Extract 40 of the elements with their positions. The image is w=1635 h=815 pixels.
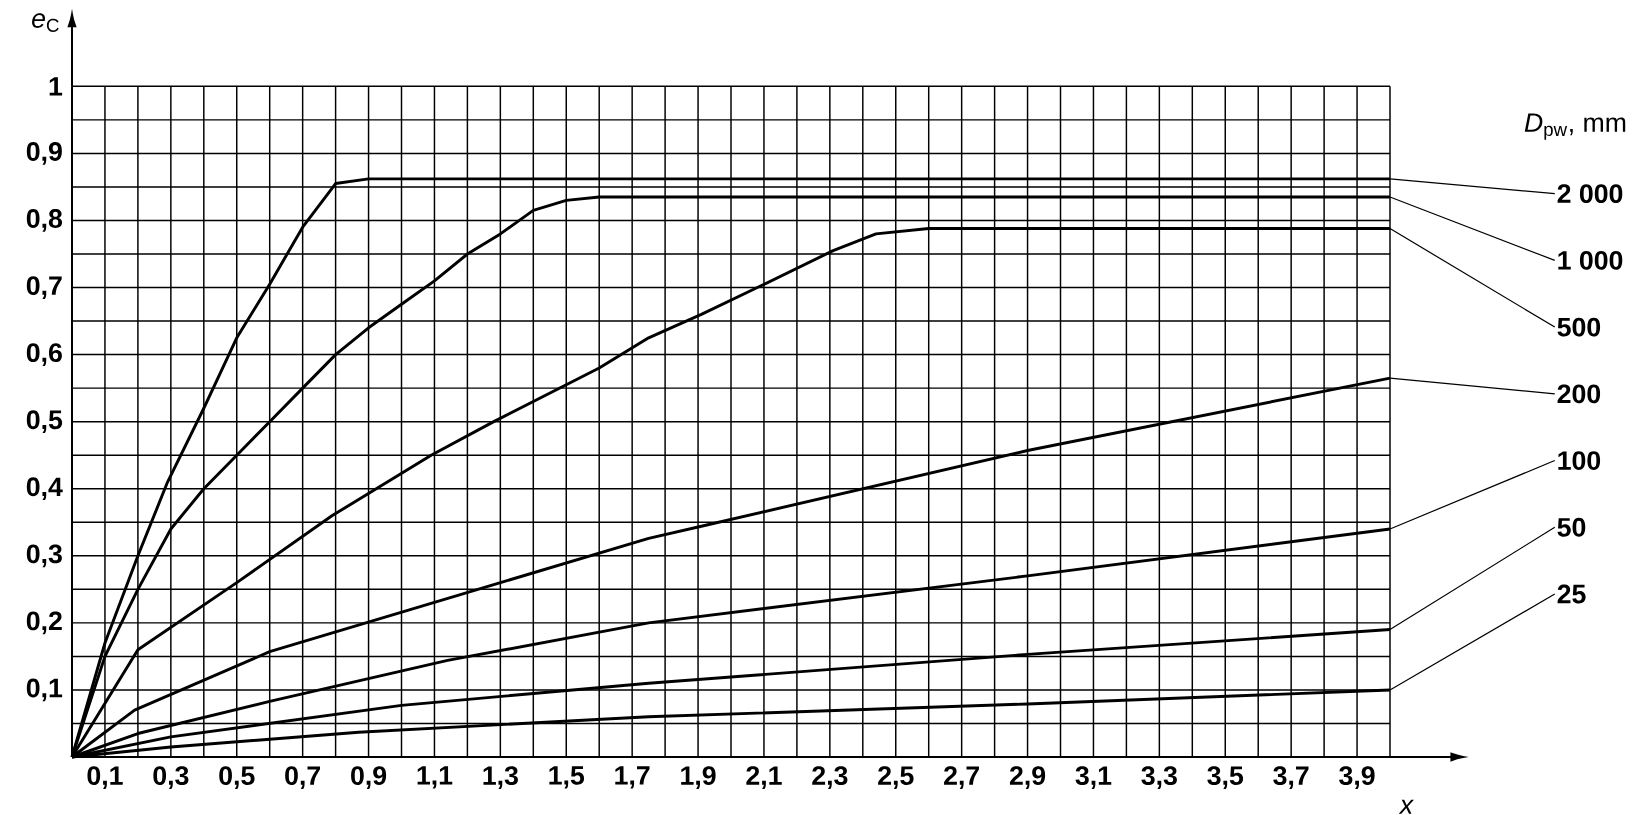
x-tick-label: 2,1 bbox=[746, 766, 782, 789]
y-tick-label: 0,9 bbox=[26, 142, 62, 165]
x-tick-label: 3,5 bbox=[1207, 766, 1244, 789]
x-tick-label: 2,3 bbox=[812, 766, 848, 789]
x-tick-label: 3,7 bbox=[1273, 766, 1309, 789]
y-tick-label: 0,3 bbox=[26, 544, 62, 568]
y-tick-label: 0,6 bbox=[26, 343, 62, 366]
x-tick-label: 1,1 bbox=[417, 766, 453, 789]
y-axis-title: e$_{C}$ bbox=[32, 13, 59, 32]
x-tick-label: 1,9 bbox=[681, 766, 716, 789]
x-tick-label: 2,9 bbox=[1009, 766, 1046, 789]
x-tick-label: 1,3 bbox=[483, 766, 518, 789]
y-tick-label: 0,2 bbox=[26, 611, 62, 635]
text: 1 000 bbox=[1558, 250, 1623, 270]
x-tick-label: 3,3 bbox=[1141, 766, 1177, 789]
x-tick-label: 0,9 bbox=[351, 766, 387, 789]
text: 50 bbox=[1557, 517, 1586, 537]
y-tick-label: 0,8 bbox=[26, 209, 63, 232]
x-tick-label: 2,5 bbox=[878, 766, 914, 789]
x-tick-label: 1,7 bbox=[615, 766, 650, 789]
x-tick-label: 0,5 bbox=[219, 766, 255, 789]
text: 2 000 bbox=[1557, 184, 1623, 204]
x-axis-title: x bbox=[1398, 799, 1414, 814]
x-tick-label: 0,3 bbox=[153, 766, 189, 789]
x-tick-label: 3,9 bbox=[1339, 766, 1375, 789]
y-tick-label: 0,7 bbox=[26, 276, 62, 299]
x-tick-label: 2,7 bbox=[944, 766, 980, 789]
x-tick-label: 3,1 bbox=[1075, 766, 1112, 789]
text: 100 bbox=[1558, 451, 1601, 470]
y-tick-label: 0,1 bbox=[26, 678, 63, 702]
x-tick-label: 0,7 bbox=[285, 766, 321, 789]
y-tick-label: 1 bbox=[49, 77, 63, 96]
text: 25 bbox=[1557, 584, 1586, 604]
y-tick-label: 0,5 bbox=[26, 410, 63, 434]
text: 500 bbox=[1557, 317, 1601, 337]
text: 200 bbox=[1557, 384, 1601, 404]
y-tick-label: 0,4 bbox=[26, 477, 63, 501]
x-tick-label: 0,1 bbox=[87, 766, 123, 789]
x-tick-label: 1,5 bbox=[549, 766, 585, 789]
legend-title: D$_{pw}$, mm bbox=[1524, 113, 1626, 140]
